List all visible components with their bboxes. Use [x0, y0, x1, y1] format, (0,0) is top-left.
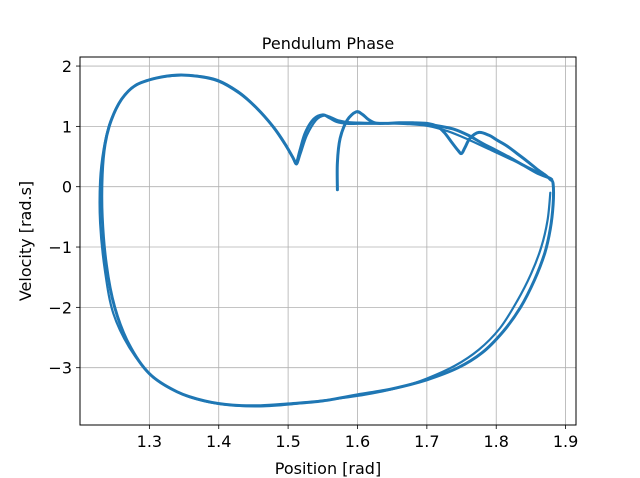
x-tick-label: 1.5	[275, 432, 300, 451]
x-tick-label: 1.8	[483, 432, 508, 451]
y-tick-label: −3	[48, 359, 72, 378]
series-layer	[98, 73, 555, 408]
x-tick-label: 1.6	[345, 432, 370, 451]
y-tick-label: −2	[48, 298, 72, 317]
x-ticks: 1.3 1.4 1.5 1.6 1.7 1.8 1.9	[137, 425, 578, 451]
x-tick-label: 1.9	[553, 432, 578, 451]
chart-title: Pendulum Phase	[262, 34, 394, 53]
x-tick-label: 1.4	[206, 432, 231, 451]
plot-frame	[79, 56, 577, 426]
y-tick-label: 2	[62, 57, 72, 76]
y-axis-label: Velocity [rad.s]	[16, 181, 35, 301]
x-tick-label: 1.3	[137, 432, 162, 451]
x-axis-label: Position [rad]	[275, 459, 381, 478]
phase-trajectory-line-2	[98, 74, 552, 408]
y-tick-label: −1	[48, 238, 72, 257]
grid	[80, 57, 576, 425]
y-ticks: −3 −2 −1 0 1 2	[48, 57, 80, 378]
x-tick-label: 1.7	[414, 432, 439, 451]
y-tick-label: 0	[62, 178, 72, 197]
y-tick-label: 1	[62, 117, 72, 136]
